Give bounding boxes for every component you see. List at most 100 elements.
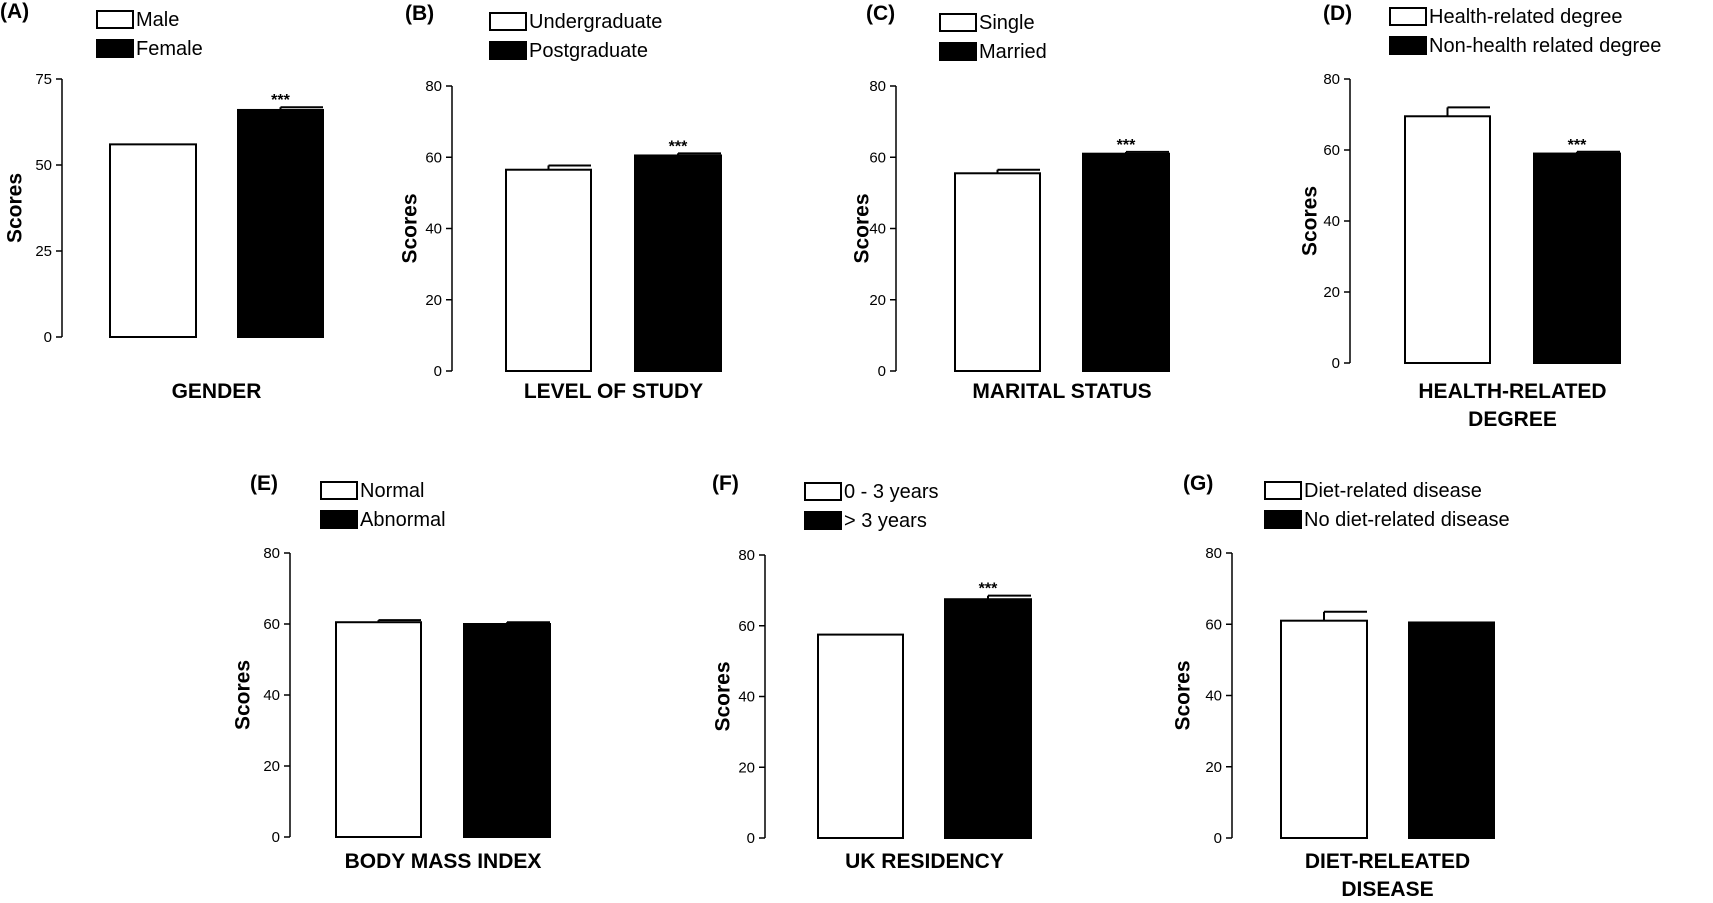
bar: [944, 598, 1032, 839]
bar: [817, 633, 904, 839]
y-axis-label: Scores: [712, 661, 735, 731]
bar: [1533, 152, 1621, 364]
y-tick-label: 60: [263, 616, 280, 633]
legend-label: Non-health related degree: [1429, 35, 1661, 57]
significance-marker: ***: [979, 581, 998, 598]
y-axis-label: Scores: [399, 193, 422, 263]
x-axis-label: HEALTH-RELATED: [1418, 380, 1606, 403]
panel-label: (G): [1183, 472, 1213, 495]
bar: [1408, 621, 1495, 839]
y-tick-label: 20: [263, 758, 280, 775]
y-tick-label: 60: [1323, 142, 1340, 159]
legend-swatch: [939, 42, 977, 61]
panel-label: (C): [866, 2, 895, 25]
y-tick-label: 0: [272, 829, 280, 846]
y-tick-label: 40: [425, 221, 442, 238]
legend-label: Single: [979, 12, 1035, 34]
y-tick-label: 80: [1205, 545, 1222, 562]
y-axis-label: Scores: [1172, 660, 1195, 730]
y-axis-label: Scores: [851, 193, 874, 263]
y-tick-label: 20: [425, 292, 442, 309]
chart-panel: (A) Male Female 0 25 50 75 Scores *** GENDER: [0, 0, 324, 403]
legend-swatch: [489, 12, 527, 31]
bar: [335, 621, 422, 838]
y-tick-label: 40: [1205, 688, 1222, 705]
legend-swatch: [1264, 510, 1302, 529]
legend-label: No diet-related disease: [1304, 509, 1510, 531]
y-tick-label: 80: [738, 547, 755, 564]
legend-swatch: [96, 39, 134, 58]
legend-swatch: [320, 510, 358, 529]
significance-marker: ***: [271, 92, 290, 109]
legend-label: Diet-related disease: [1304, 480, 1482, 502]
panel-label: (A): [0, 0, 29, 23]
bar: [109, 143, 197, 338]
bar: [954, 172, 1041, 372]
legend-label: 0 - 3 years: [844, 481, 938, 503]
legend-label: Undergraduate: [529, 11, 662, 33]
y-tick-label: 60: [425, 149, 442, 166]
significance-marker: ***: [669, 138, 688, 155]
y-tick-label: 20: [1205, 759, 1222, 776]
chart-panel: (D) Health-related degree Non-health relat…: [1299, 2, 1662, 431]
legend-label: Male: [136, 9, 179, 31]
significance-marker: ***: [1117, 137, 1136, 154]
y-tick-label: 80: [1323, 71, 1340, 88]
legend-label: Postgraduate: [529, 40, 648, 62]
y-tick-label: 0: [44, 329, 52, 346]
y-tick-label: 60: [869, 149, 886, 166]
y-tick-label: 0: [1332, 355, 1340, 372]
bar: [1404, 115, 1491, 365]
bar: [463, 623, 551, 838]
legend-swatch: [1389, 7, 1427, 26]
legend-label: Normal: [360, 480, 424, 502]
x-axis-label: DISEASE: [1341, 878, 1433, 901]
legend-swatch: [939, 13, 977, 32]
bar: [237, 108, 324, 338]
x-axis-label: MARITAL STATUS: [972, 380, 1151, 403]
legend-swatch: [804, 482, 842, 501]
panel-label: (D): [1323, 2, 1352, 25]
panel-label: (E): [250, 472, 278, 495]
y-axis-label: Scores: [1299, 186, 1322, 256]
bar: [505, 168, 592, 372]
legend-label: > 3 years: [844, 510, 927, 532]
legend-label: Female: [136, 38, 203, 60]
y-tick-label: 80: [263, 545, 280, 562]
legend-label: Married: [979, 41, 1047, 63]
y-tick-label: 0: [747, 830, 755, 847]
y-axis-label: Scores: [4, 173, 27, 243]
y-tick-label: 20: [738, 759, 755, 776]
chart-panel: (F) 0 - 3 years > 3 years 0 20 40 60 80 Scores **…: [712, 472, 1032, 873]
y-tick-label: 50: [35, 157, 52, 174]
y-tick-label: 25: [35, 243, 52, 260]
chart-panel: (C) Single Married 0 20 40 60 80 Scores *** MARITA…: [851, 2, 1170, 403]
bar: [1082, 152, 1170, 372]
y-tick-label: 40: [263, 687, 280, 704]
y-tick-label: 60: [738, 618, 755, 635]
x-axis-label: DIET-RELEATED: [1305, 850, 1470, 873]
y-tick-label: 20: [1323, 284, 1340, 301]
legend-label: Health-related degree: [1429, 6, 1622, 28]
legend-swatch: [96, 10, 134, 29]
y-axis-label: Scores: [232, 660, 255, 730]
y-tick-label: 20: [869, 292, 886, 309]
y-tick-label: 0: [878, 363, 886, 380]
y-tick-label: 60: [1205, 616, 1222, 633]
chart-panel: (B) Undergraduate Postgraduate 0 20 40 60 80 Sco…: [399, 2, 722, 403]
significance-marker: ***: [1568, 137, 1587, 154]
x-axis-label: GENDER: [172, 380, 262, 403]
y-tick-label: 40: [1323, 213, 1340, 230]
y-tick-label: 40: [869, 221, 886, 238]
y-tick-label: 80: [425, 78, 442, 95]
bar: [634, 154, 722, 372]
legend-swatch: [1264, 481, 1302, 500]
panel-label: (B): [405, 2, 434, 25]
bar: [1280, 619, 1368, 839]
panel-label: (F): [712, 472, 739, 495]
legend-label: Abnormal: [360, 509, 446, 531]
legend-swatch: [320, 481, 358, 500]
legend-swatch: [804, 511, 842, 530]
x-axis-label: UK RESIDENCY: [845, 850, 1004, 873]
